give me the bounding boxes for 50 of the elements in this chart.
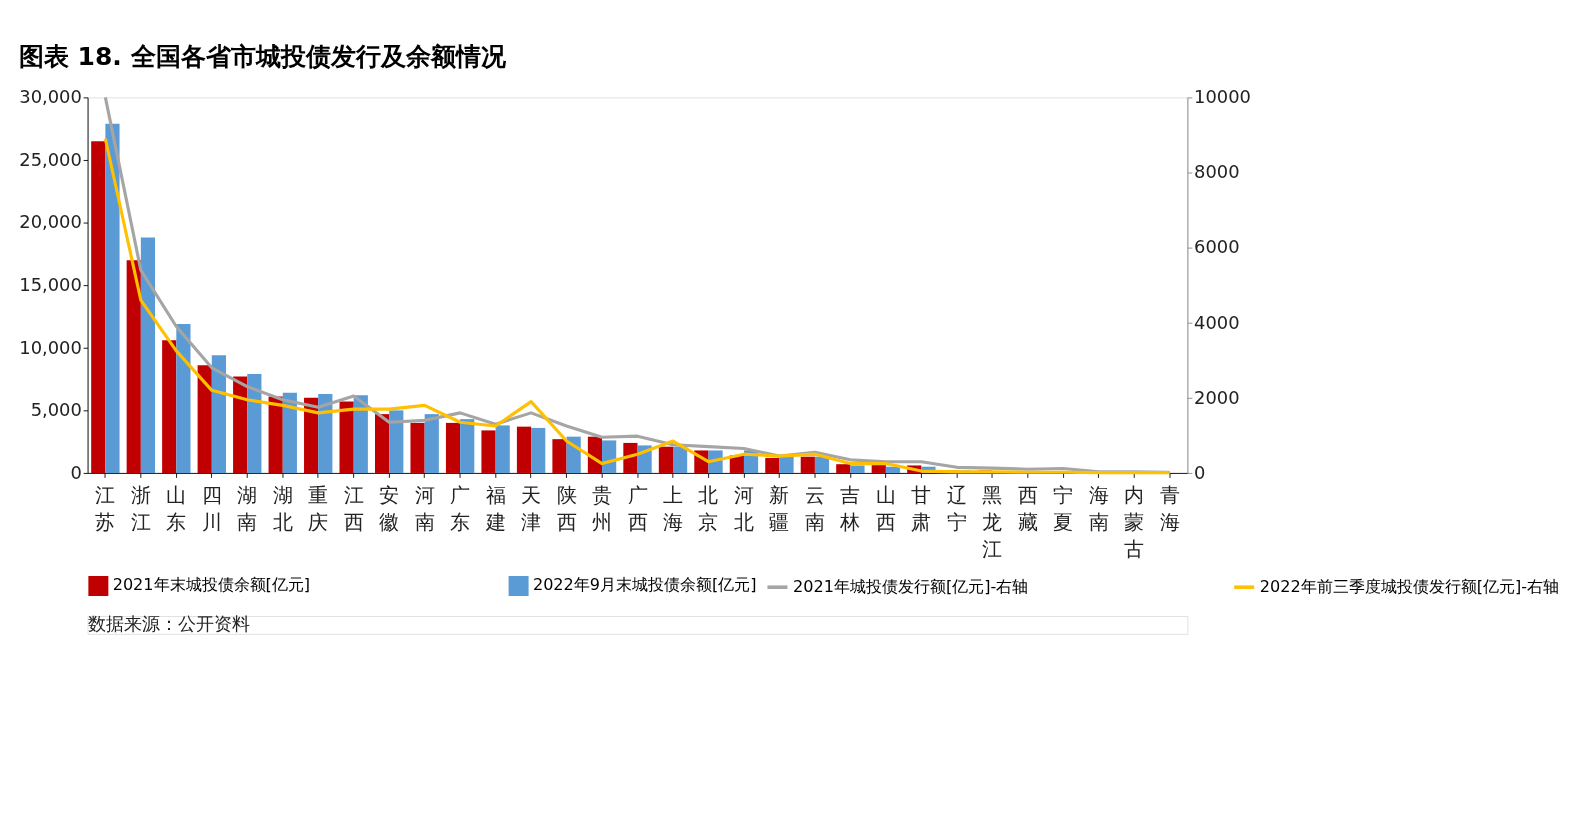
y2-tick-label: 4000 xyxy=(1194,311,1240,333)
x-tick-label: 江西 xyxy=(343,484,364,534)
y2-tick-label: 8000 xyxy=(1194,161,1240,183)
x-tick-label: 青海 xyxy=(1159,484,1180,534)
x-tick-label: 山东 xyxy=(166,484,187,534)
x-tick-label: 广东 xyxy=(450,484,471,534)
source-note: 数据来源：公开资料 xyxy=(87,613,250,635)
y-tick-label: 15,000 xyxy=(19,274,82,295)
x-tick-label: 西藏 xyxy=(1017,484,1038,534)
x-tick-label: 浙江 xyxy=(130,484,151,534)
y-tick-label: 0 xyxy=(70,461,82,483)
x-tick-label: 北京 xyxy=(698,484,719,534)
x-tick-label: 宁夏 xyxy=(1053,484,1074,534)
y-tick-label: 10,000 xyxy=(19,336,82,358)
x-tick-label: 甘肃 xyxy=(911,484,932,534)
legend-label: 2021年城投债发行额[亿元]-右轴 xyxy=(793,576,1029,596)
x-tick-label: 海南 xyxy=(1088,484,1109,534)
x-tick-label: 湖北 xyxy=(272,484,293,534)
y2-tick-label: 10000 xyxy=(1194,86,1251,108)
x-tick-label: 河南 xyxy=(414,484,435,534)
x-tick-label: 上海 xyxy=(663,484,683,534)
x-tick-label: 陕西 xyxy=(556,484,577,534)
y2-tick-label: 2000 xyxy=(1194,386,1240,408)
x-tick-label: 内蒙古 xyxy=(1124,484,1145,561)
y-tick-label: 20,000 xyxy=(19,211,82,233)
x-tick-label: 广西 xyxy=(627,484,648,534)
x-tick-label: 四川 xyxy=(201,484,222,534)
x-tick-label: 河北 xyxy=(733,484,754,534)
x-tick-label: 天津 xyxy=(521,484,542,534)
legend-label: 2022年9月末城投债余额[亿元] xyxy=(532,575,757,595)
x-tick-label: 贵州 xyxy=(592,484,613,534)
x-tick-label: 云南 xyxy=(804,484,825,534)
x-tick-label: 福建 xyxy=(484,484,506,534)
legend-label: 2022年前三季度城投债发行额[亿元]-右轴 xyxy=(1259,576,1560,596)
x-tick-label: 重庆 xyxy=(308,484,329,534)
chart-title: 图表 18. 全国各省市城投债发行及余额情况 xyxy=(18,42,507,72)
y2-tick-label: 0 xyxy=(1194,461,1206,483)
legend-label: 2021年末城投债余额[亿元] xyxy=(112,575,311,595)
x-tick-label: 山西 xyxy=(875,484,896,534)
x-tick-label: 江苏 xyxy=(95,484,116,534)
x-tick-label: 吉林 xyxy=(839,484,861,534)
y2-tick-label: 6000 xyxy=(1194,236,1240,258)
y-tick-label: 5,000 xyxy=(30,399,82,421)
x-tick-label: 湖南 xyxy=(237,484,258,534)
x-tick-label: 安徽 xyxy=(379,484,400,534)
y-tick-label: 25,000 xyxy=(19,148,82,170)
x-tick-label: 黑龙江 xyxy=(982,484,1003,561)
x-tick-label: 新疆 xyxy=(769,484,790,534)
x-tick-label: 辽宁 xyxy=(946,484,967,534)
y-tick-label: 30,000 xyxy=(19,86,82,108)
